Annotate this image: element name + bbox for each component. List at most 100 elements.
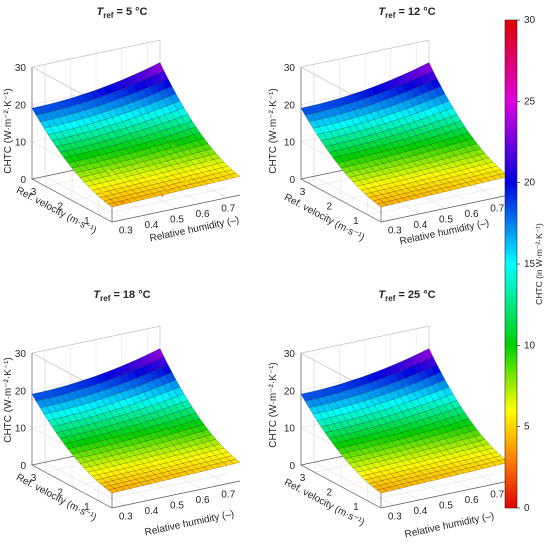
panel-4: Tref = 25 °C 0 10 20 30 1 2 3 0.3 0.4 0.5 0.6 0.7 C…	[268, 289, 510, 540]
data-point	[130, 158, 134, 161]
y-tick-label: 2	[57, 202, 63, 213]
panel-3-tick-labels: 0 10 20 30 1 2 3 0.3 0.4 0.5 0.6 0.7	[15, 349, 236, 522]
panel-1-zlabel: CHTC (W·m⁻²·K⁻¹)	[3, 88, 14, 174]
z-tick-label: 0	[20, 461, 26, 472]
panel-3-title: Tref = 18 °C	[93, 289, 150, 303]
data-point	[145, 175, 149, 179]
data-point	[151, 147, 154, 150]
panel-2: Tref = 12 °C 0 10 20 30 1 2 3 0.3 0.4 0.5 0.6 0.7 C…	[268, 6, 510, 247]
x-tick-label: 0.4	[144, 506, 158, 517]
x-tick-label: 0.5	[170, 501, 184, 512]
y-tick-label: 3	[300, 187, 306, 198]
colorbar: 0 5 10 15 20 25 30 CHTC (in W·m⁻²·K⁻¹)	[504, 15, 544, 514]
panel-1-surface	[31, 62, 241, 208]
data-point	[186, 168, 190, 171]
data-point	[171, 144, 175, 148]
x-tick-label: 0.6	[465, 495, 479, 506]
y-tick-label: 3	[31, 187, 37, 198]
z-tick-label: 20	[284, 386, 296, 397]
data-point	[161, 194, 164, 197]
z-tick-label: 20	[284, 100, 296, 111]
x-tick-label: 0.5	[170, 215, 184, 226]
data-point	[151, 163, 154, 167]
data-point	[171, 151, 174, 154]
y-tick-label: 1	[84, 216, 90, 227]
z-tick-label: 30	[284, 63, 296, 74]
data-point	[83, 158, 87, 161]
z-tick-label: 30	[15, 349, 27, 360]
data-point	[181, 182, 184, 186]
data-point	[121, 197, 125, 201]
data-point	[186, 162, 189, 165]
panel-3-zlabel: CHTC (W·m⁻²·K⁻¹)	[3, 357, 14, 443]
panel-4-title: Tref = 25 °C	[378, 289, 435, 303]
y-tick-label: 1	[84, 502, 90, 513]
y-tick-label: 2	[326, 202, 332, 213]
x-tick-label: 0.6	[465, 209, 479, 220]
data-point	[107, 169, 111, 172]
panel-3: Tref = 18 °C 0 10 20 30 1 2 3 0.3 0.4 0.5 0.6 0.7 C…	[3, 289, 241, 538]
data-point	[160, 176, 163, 180]
panel-3-surface	[31, 348, 241, 494]
z-tick-label: 0	[20, 175, 26, 186]
y-tick-label: 3	[300, 473, 306, 484]
panel-2-zlabel: CHTC (W·m⁻²·K⁻¹)	[268, 88, 279, 174]
x-tick-label: 0.6	[196, 495, 210, 506]
z-tick-label: 30	[284, 349, 296, 360]
data-point	[178, 178, 181, 181]
x-tick-label: 0.7	[221, 490, 235, 501]
data-point	[165, 163, 168, 167]
data-point	[167, 190, 171, 193]
panel-2-tick-labels: 0 10 20 30 1 2 3 0.3 0.4 0.5 0.6 0.7	[284, 63, 505, 236]
data-point	[156, 171, 159, 175]
z-tick-label: 10	[15, 138, 27, 149]
data-point	[98, 185, 101, 189]
data-point	[185, 180, 188, 183]
data-point	[207, 159, 210, 163]
colorbar-tick-label: 25	[524, 96, 536, 107]
data-point	[148, 174, 151, 177]
panel-3-ylabel: Ref. velocity (m·s⁻¹)	[14, 472, 98, 524]
data-point	[107, 172, 111, 175]
colorbar-tick-label: 15	[524, 259, 536, 270]
x-tick-label: 0.6	[196, 209, 210, 220]
x-tick-label: 0.7	[490, 204, 504, 215]
colorbar-gradient	[504, 19, 518, 509]
x-tick-label: 0.4	[413, 506, 427, 517]
data-point	[110, 153, 114, 157]
panel-4-zlabel: CHTC (W·m⁻²·K⁻¹)	[268, 362, 279, 448]
data-point	[81, 162, 85, 165]
z-tick-label: 10	[284, 424, 296, 435]
panel-1: Tref = 5 °C 0 10 20 30 1 2 3 0.3 0.4 0.5 0.6 0.7 CH…	[3, 6, 241, 245]
x-tick-label: 0.3	[388, 511, 402, 522]
colorbar-tick-label: 30	[524, 15, 536, 26]
x-tick-label: 0.5	[439, 215, 453, 226]
data-point	[194, 161, 197, 165]
x-tick-label: 0.3	[119, 225, 133, 236]
panel-1-tick-labels: 0 10 20 30 1 2 3 0.3 0.4 0.5 0.6 0.7	[15, 63, 236, 236]
z-tick-label: 10	[284, 138, 296, 149]
panel-1-xlabel: Relative humidity (–)	[149, 215, 240, 245]
y-tick-label: 2	[326, 488, 332, 499]
data-point	[127, 147, 130, 150]
data-point	[126, 178, 130, 181]
data-point	[201, 180, 204, 183]
data-point	[101, 191, 105, 194]
colorbar-tick-label: 10	[524, 340, 536, 351]
panel-1-scatter	[77, 121, 212, 204]
data-point	[161, 178, 165, 181]
colorbar-tick-label: 20	[524, 178, 536, 189]
colorbar-ticks: 0 5 10 15 20 25 30	[517, 15, 536, 514]
x-tick-label: 0.3	[119, 511, 133, 522]
z-tick-label: 20	[15, 386, 27, 397]
z-tick-label: 30	[15, 63, 27, 74]
colorbar-tick-label: 0	[524, 503, 530, 514]
z-tick-label: 20	[15, 100, 27, 111]
x-tick-label: 0.4	[413, 220, 427, 231]
panel-1-ylabel: Ref. velocity (m·s⁻¹)	[14, 185, 98, 237]
x-tick-label: 0.3	[388, 225, 402, 236]
colorbar-label: CHTC (in W·m⁻²·K⁻¹)	[534, 223, 544, 305]
x-tick-label: 0.4	[144, 220, 158, 231]
y-tick-label: 3	[31, 473, 37, 484]
